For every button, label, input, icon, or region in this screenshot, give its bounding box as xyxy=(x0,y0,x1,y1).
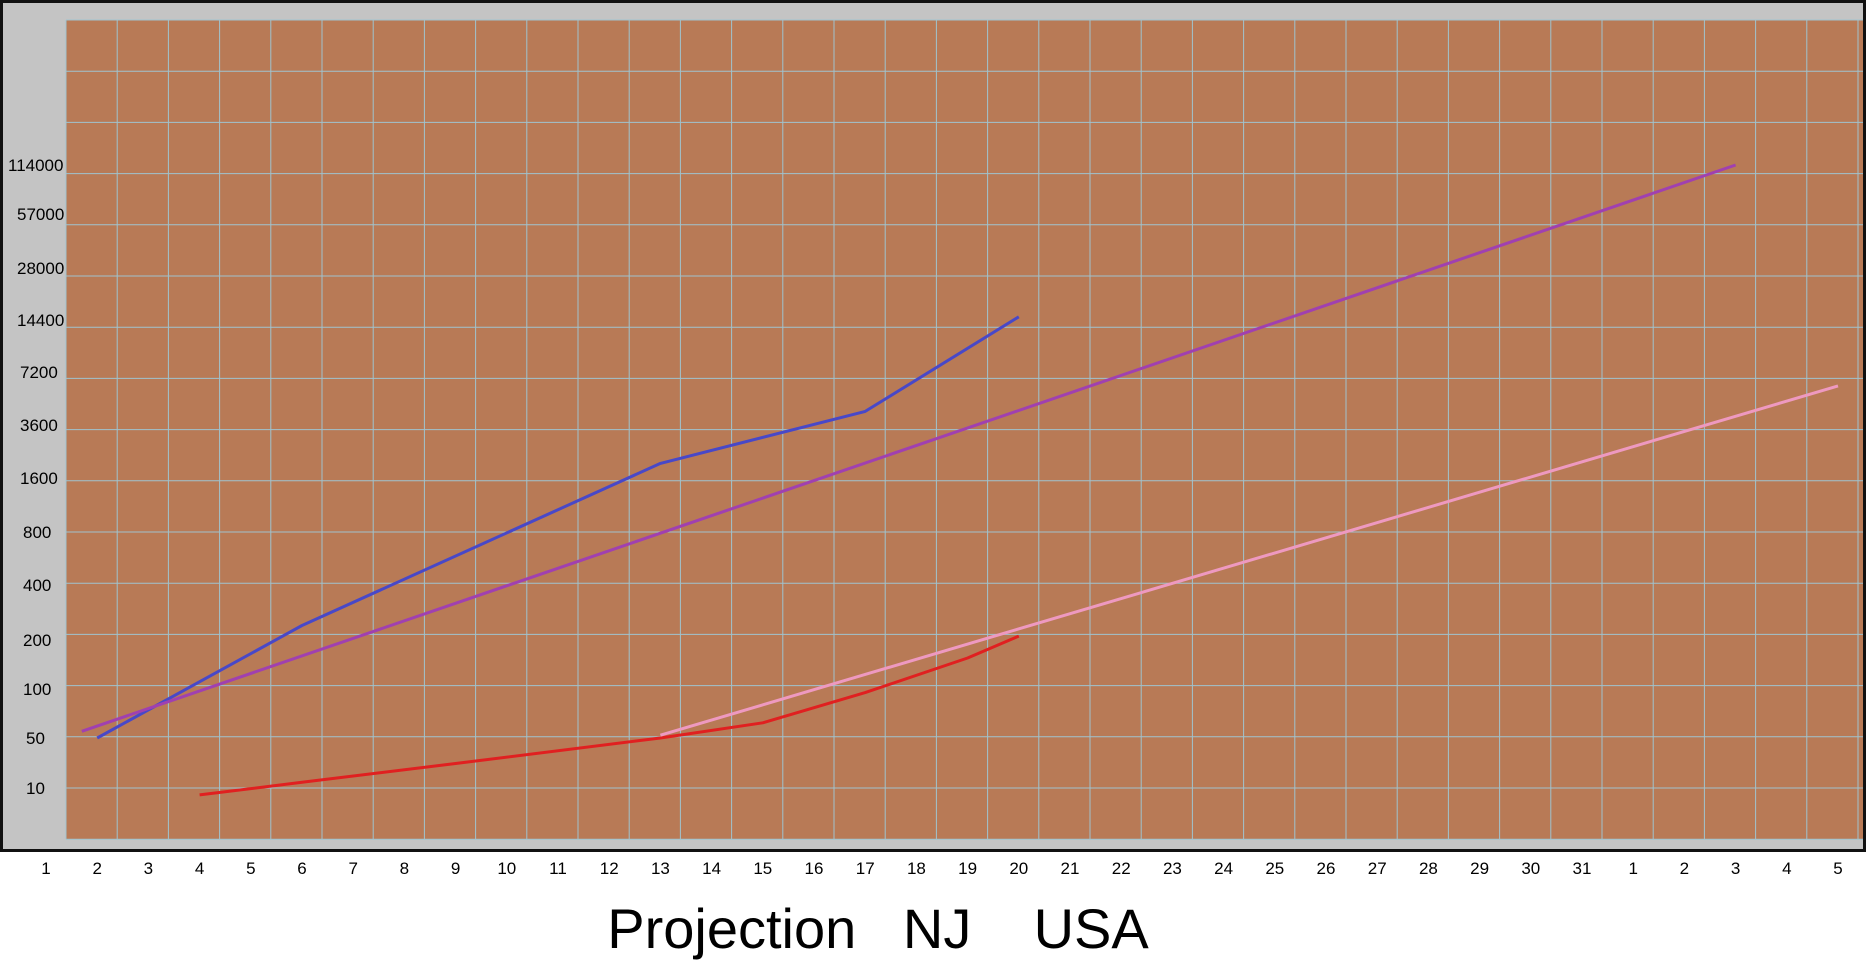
series-line-3 xyxy=(199,634,1020,797)
x-tick-label: 21 xyxy=(1061,859,1080,878)
x-tick-label: 4 xyxy=(195,859,204,878)
x-tick-label: 12 xyxy=(600,859,619,878)
x-tick-label: 4 xyxy=(1782,859,1791,878)
x-tick-label: 5 xyxy=(1833,859,1842,878)
x-tick-label: 1 xyxy=(1628,859,1637,878)
series-line-2 xyxy=(81,163,1737,733)
x-tick-label: 23 xyxy=(1163,859,1182,878)
x-tick-label: 19 xyxy=(958,859,977,878)
x-tick-label: 18 xyxy=(907,859,926,878)
y-tick-label: 10 xyxy=(26,779,45,798)
y-tick-label: 28000 xyxy=(17,259,64,278)
y-tick-label: 7200 xyxy=(20,363,58,382)
series-line-4 xyxy=(659,384,1839,737)
x-tick-label: 29 xyxy=(1470,859,1489,878)
x-tick-label: 30 xyxy=(1521,859,1540,878)
x-tick-label: 3 xyxy=(144,859,153,878)
y-tick-label: 114000 xyxy=(8,156,63,175)
chart-title: Projection NJ USA xyxy=(607,897,1149,960)
x-tick-label: 2 xyxy=(92,859,101,878)
x-tick-label: 22 xyxy=(1112,859,1131,878)
x-tick-label: 31 xyxy=(1573,859,1592,878)
x-tick-label: 2 xyxy=(1680,859,1689,878)
y-tick-label: 200 xyxy=(23,631,51,650)
x-tick-label: 26 xyxy=(1317,859,1336,878)
x-tick-label: 24 xyxy=(1214,859,1233,878)
x-tick-label: 1 xyxy=(41,859,50,878)
y-tick-label: 800 xyxy=(23,523,51,542)
x-tick-label: 3 xyxy=(1731,859,1740,878)
y-tick-label: 400 xyxy=(23,576,51,595)
x-tick-label: 6 xyxy=(297,859,306,878)
x-tick-label: 8 xyxy=(400,859,409,878)
x-tick-label: 14 xyxy=(702,859,721,878)
x-tick-label: 11 xyxy=(549,859,567,878)
x-tick-label: 15 xyxy=(753,859,772,878)
x-axis: 1 2 3 4 5 6 7 8 9 10 11 12 13 14 15 16 17 18 19 20 21 22 23 24 2… xyxy=(41,859,1842,878)
x-tick-label: 10 xyxy=(497,859,516,878)
x-tick-label: 20 xyxy=(1009,859,1028,878)
y-axis: 10 50 100 200 400 800 1600 3600 7200 14400 28000 57… xyxy=(8,156,64,798)
x-tick-label: 13 xyxy=(651,859,670,878)
y-tick-label: 14400 xyxy=(17,311,64,330)
x-tick-label: 25 xyxy=(1265,859,1284,878)
y-tick-label: 57000 xyxy=(17,205,64,224)
y-tick-label: 3600 xyxy=(20,416,58,435)
y-tick-label: 100 xyxy=(23,680,51,699)
x-tick-label: 27 xyxy=(1368,859,1387,878)
series-line-1 xyxy=(96,315,1020,740)
x-tick-label: 17 xyxy=(856,859,875,878)
y-tick-label: 1600 xyxy=(20,469,58,488)
y-tick-label: 50 xyxy=(26,729,45,748)
x-tick-label: 9 xyxy=(451,859,460,878)
series-layer xyxy=(81,163,1839,797)
x-tick-label: 28 xyxy=(1419,859,1438,878)
chart-border xyxy=(0,0,1866,852)
x-tick-label: 5 xyxy=(246,859,255,878)
x-tick-label: 7 xyxy=(348,859,357,878)
x-tick-label: 16 xyxy=(805,859,824,878)
